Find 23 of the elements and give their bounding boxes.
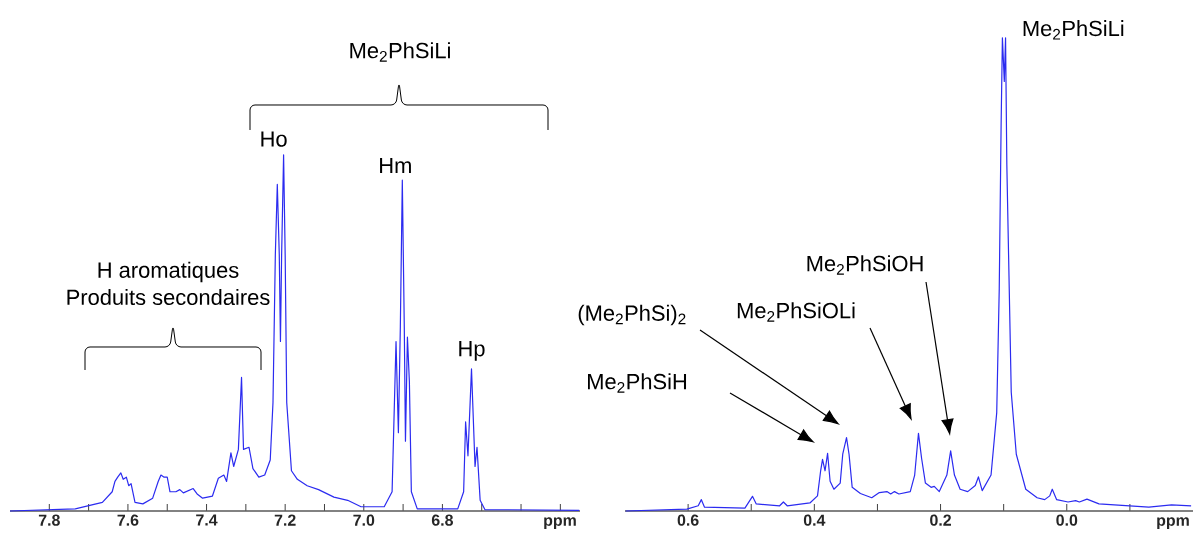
x-tick-label: 0.6 xyxy=(677,514,699,526)
annotation: (Me$_{2}$PhSi)$_{2}$ xyxy=(578,304,686,326)
x-axis-title: ppm xyxy=(544,517,576,530)
x-tick-label: 7.2 xyxy=(274,514,296,526)
annotation: Produits secondaires xyxy=(67,288,270,306)
annotation: Me$_{2}$PhSiOH xyxy=(807,255,923,275)
annotation: Me$_{2}$PhSiLi xyxy=(1023,20,1124,40)
x-tick-label: 7.0 xyxy=(353,514,375,526)
x-tick-label: 6.8 xyxy=(431,514,453,526)
x-tick-label: 0.2 xyxy=(930,514,951,526)
annotation: Ho xyxy=(261,131,287,147)
annotation: Me$_{2}$PhSiH xyxy=(588,373,687,393)
x-axis-title: ppm xyxy=(1157,517,1189,530)
x-tick-label: 0.4 xyxy=(803,514,826,526)
annotation: Me$_{2}$PhSiOLi xyxy=(737,302,855,322)
x-tick-label: 7.8 xyxy=(38,514,60,526)
x-tick-label: 7.4 xyxy=(196,514,218,526)
x-tick-label: 0.0 xyxy=(1056,514,1078,526)
annotation: H aromatiques xyxy=(98,261,239,283)
x-tick-label: 7.6 xyxy=(117,514,139,526)
annotation: Hm xyxy=(380,157,411,173)
text: Me$_{2}$PhSiLi xyxy=(350,42,450,62)
annotation: Hp xyxy=(459,341,485,361)
